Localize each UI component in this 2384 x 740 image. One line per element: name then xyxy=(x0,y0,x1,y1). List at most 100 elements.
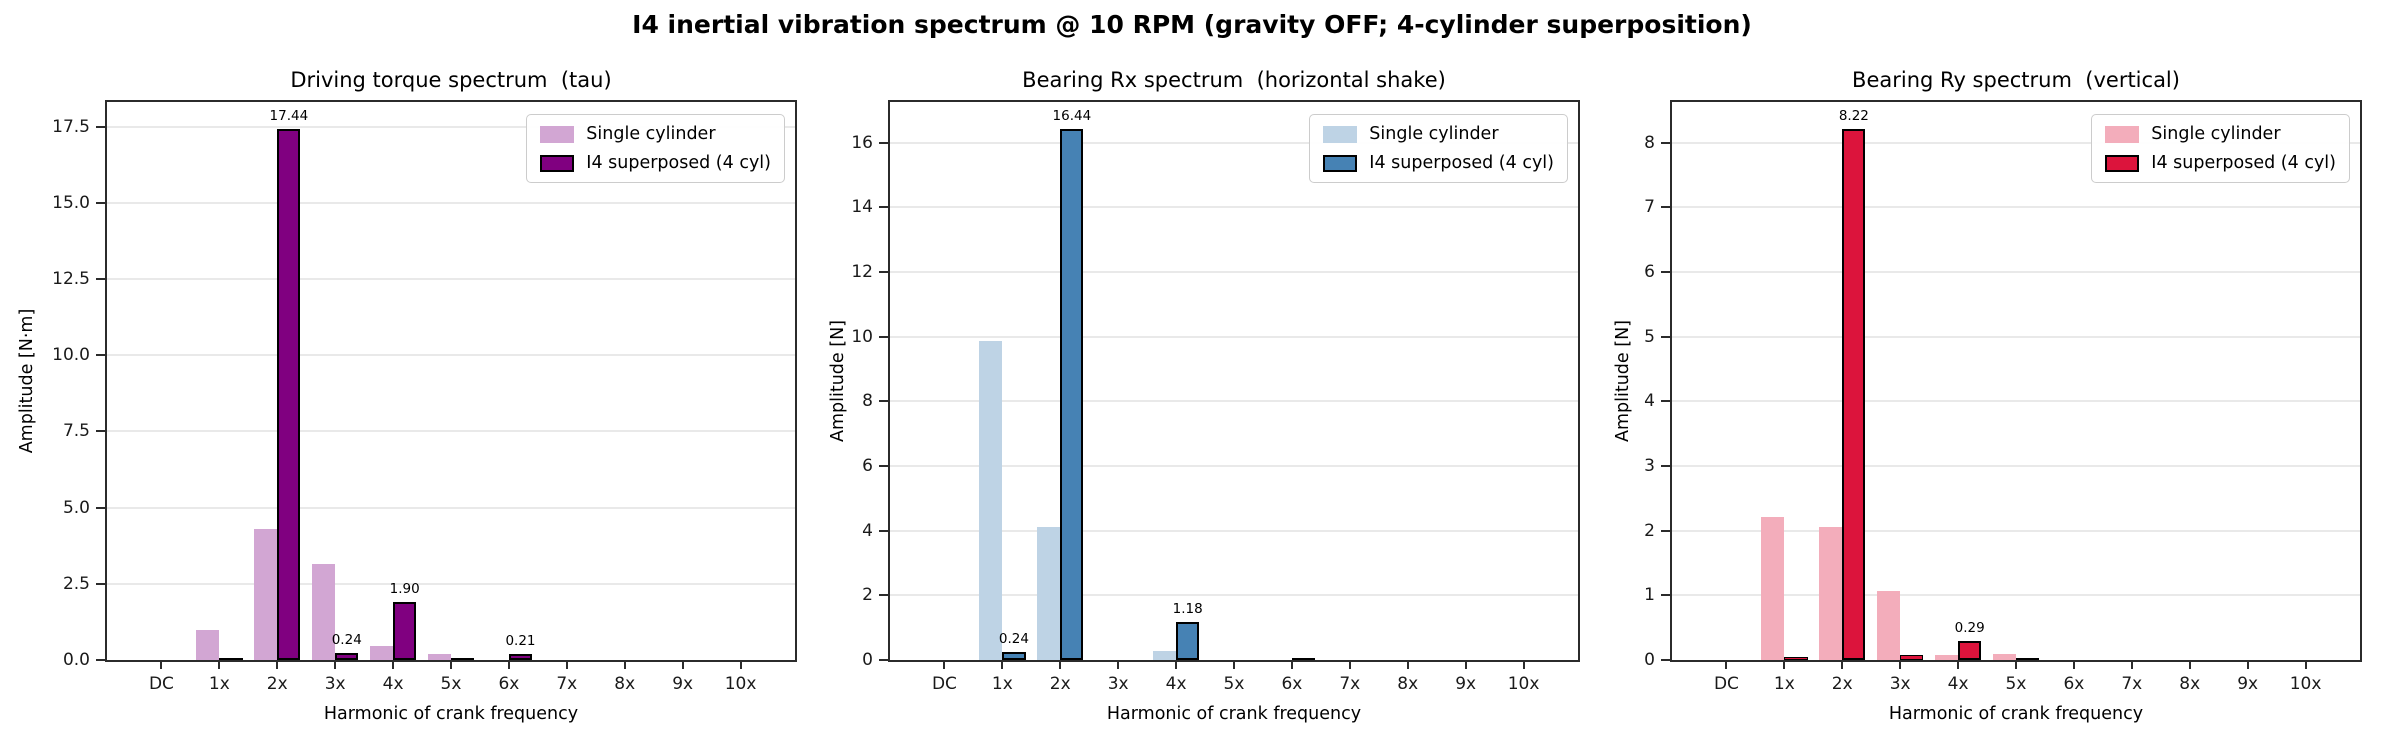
gridline xyxy=(1672,465,2360,468)
x-tick-label: 7x xyxy=(556,674,578,694)
y-tick xyxy=(879,465,888,468)
x-tick xyxy=(276,660,279,669)
y-tick xyxy=(1661,400,1670,403)
bar-i4-superposed xyxy=(1958,641,1982,660)
bar-single-cylinder xyxy=(254,528,278,660)
x-tick-label: 1x xyxy=(208,674,230,694)
y-tick xyxy=(1661,529,1670,532)
y-tick xyxy=(879,271,888,274)
legend-item: I4 superposed (4 cyl) xyxy=(540,153,771,173)
gridline xyxy=(1672,529,2360,532)
y-tick-label: 0 xyxy=(862,650,873,670)
y-axis-label: Amplitude [N] xyxy=(1613,320,1633,442)
y-tick xyxy=(1661,335,1670,338)
bar-single-cylinder xyxy=(369,645,394,660)
gridline xyxy=(890,400,1578,403)
y-tick xyxy=(1661,594,1670,597)
x-tick xyxy=(450,660,452,669)
gridline xyxy=(890,594,1578,597)
x-tick-label: 2x xyxy=(1049,674,1071,694)
gridline xyxy=(1672,400,2360,403)
bar-value-label: 1.18 xyxy=(1172,600,1203,617)
y-tick xyxy=(96,354,105,357)
legend-label: I4 superposed (4 cyl) xyxy=(1369,153,1554,173)
x-tick xyxy=(1522,660,1525,669)
y-tick-label: 5.0 xyxy=(62,497,90,518)
y-tick xyxy=(96,430,105,433)
legend-swatch-single-cylinder xyxy=(2105,125,2140,143)
gridline xyxy=(890,206,1578,209)
y-tick-label: 1 xyxy=(1644,585,1655,606)
y-tick-label: 3 xyxy=(1644,456,1655,477)
bar-i4-superposed xyxy=(219,658,243,660)
bar-single-cylinder xyxy=(312,563,336,660)
bar-value-label: 8.22 xyxy=(1838,107,1869,124)
legend: Single cylinder I4 superposed (4 cyl) xyxy=(526,114,785,183)
x-tick-label: DC xyxy=(148,674,174,694)
x-tick-label: 5x xyxy=(440,674,462,694)
y-tick-label: 5 xyxy=(1644,326,1655,347)
x-tick xyxy=(2130,660,2133,669)
gridline xyxy=(107,506,795,509)
x-tick-label: 5x xyxy=(2005,674,2027,694)
figure-title: I4 inertial vibration spectrum @ 10 RPM … xyxy=(632,10,1752,39)
x-tick-label: 9x xyxy=(2237,674,2259,694)
bar-single-cylinder xyxy=(1152,650,1177,660)
y-tick-label: 8 xyxy=(862,391,873,412)
gridline xyxy=(890,465,1578,468)
bar-i4-superposed xyxy=(277,128,301,660)
legend-item: Single cylinder xyxy=(1323,124,1554,144)
x-tick xyxy=(565,660,568,669)
bar-i4-superposed xyxy=(1002,652,1026,660)
subplot-title: Bearing Ry spectrum (vertical) xyxy=(1852,68,2180,92)
x-tick-label: 8x xyxy=(614,674,636,694)
y-tick-label: 6 xyxy=(862,456,873,477)
subplot-title: Bearing Rx spectrum (horizontal shake) xyxy=(1022,68,1446,92)
legend-swatch-single-cylinder xyxy=(1323,125,1358,143)
legend-item: Single cylinder xyxy=(540,124,771,144)
x-tick xyxy=(334,660,337,669)
y-tick-label: 7.5 xyxy=(62,421,90,442)
x-tick-label: 9x xyxy=(1455,674,1477,694)
x-tick xyxy=(1117,660,1120,669)
bar-i4-superposed xyxy=(335,652,359,660)
legend-label: Single cylinder xyxy=(2151,124,2281,144)
y-tick xyxy=(879,141,888,144)
x-tick-label: 2x xyxy=(1831,674,1853,694)
bar-single-cylinder xyxy=(1037,527,1061,660)
x-tick xyxy=(1841,660,1844,669)
y-tick-label: 8 xyxy=(1644,132,1655,153)
y-tick-label: 12.5 xyxy=(52,269,90,290)
y-tick xyxy=(1661,659,1670,661)
x-tick-label: 4x xyxy=(382,674,404,694)
x-tick-label: 4x xyxy=(1947,674,1969,694)
y-tick xyxy=(96,582,105,585)
x-tick-label: 3x xyxy=(1107,674,1129,694)
x-tick-label: 3x xyxy=(1889,674,1911,694)
y-tick xyxy=(96,278,105,281)
y-tick-label: 10 xyxy=(851,326,873,347)
bar-value-label: 0.24 xyxy=(331,631,362,648)
x-axis-label: Harmonic of crank frequency xyxy=(1106,704,1362,724)
bar-single-cylinder xyxy=(979,341,1003,660)
legend-label: Single cylinder xyxy=(1369,124,1499,144)
bar-single-cylinder xyxy=(1761,517,1785,660)
gridline xyxy=(1672,594,2360,597)
x-tick-label: 1x xyxy=(1773,674,1795,694)
legend: Single cylinder I4 superposed (4 cyl) xyxy=(2091,114,2350,183)
y-tick-label: 17.5 xyxy=(52,116,90,137)
y-tick xyxy=(96,659,105,661)
x-tick xyxy=(1957,660,1960,669)
y-tick-label: 2 xyxy=(1644,520,1655,541)
bar-i4-superposed xyxy=(1176,621,1200,660)
gridline xyxy=(890,141,1578,144)
bar-single-cylinder xyxy=(1877,590,1901,660)
x-tick xyxy=(1001,660,1004,669)
bar-single-cylinder xyxy=(1992,653,2016,660)
y-tick-label: 15.0 xyxy=(52,192,90,213)
gridline xyxy=(890,271,1578,274)
axes-3: Bearing Ry spectrum (vertical) Amplitude … xyxy=(1613,68,2362,724)
x-tick xyxy=(2015,660,2017,669)
gridline xyxy=(1672,335,2360,338)
x-tick-label: 5x xyxy=(1223,674,1245,694)
